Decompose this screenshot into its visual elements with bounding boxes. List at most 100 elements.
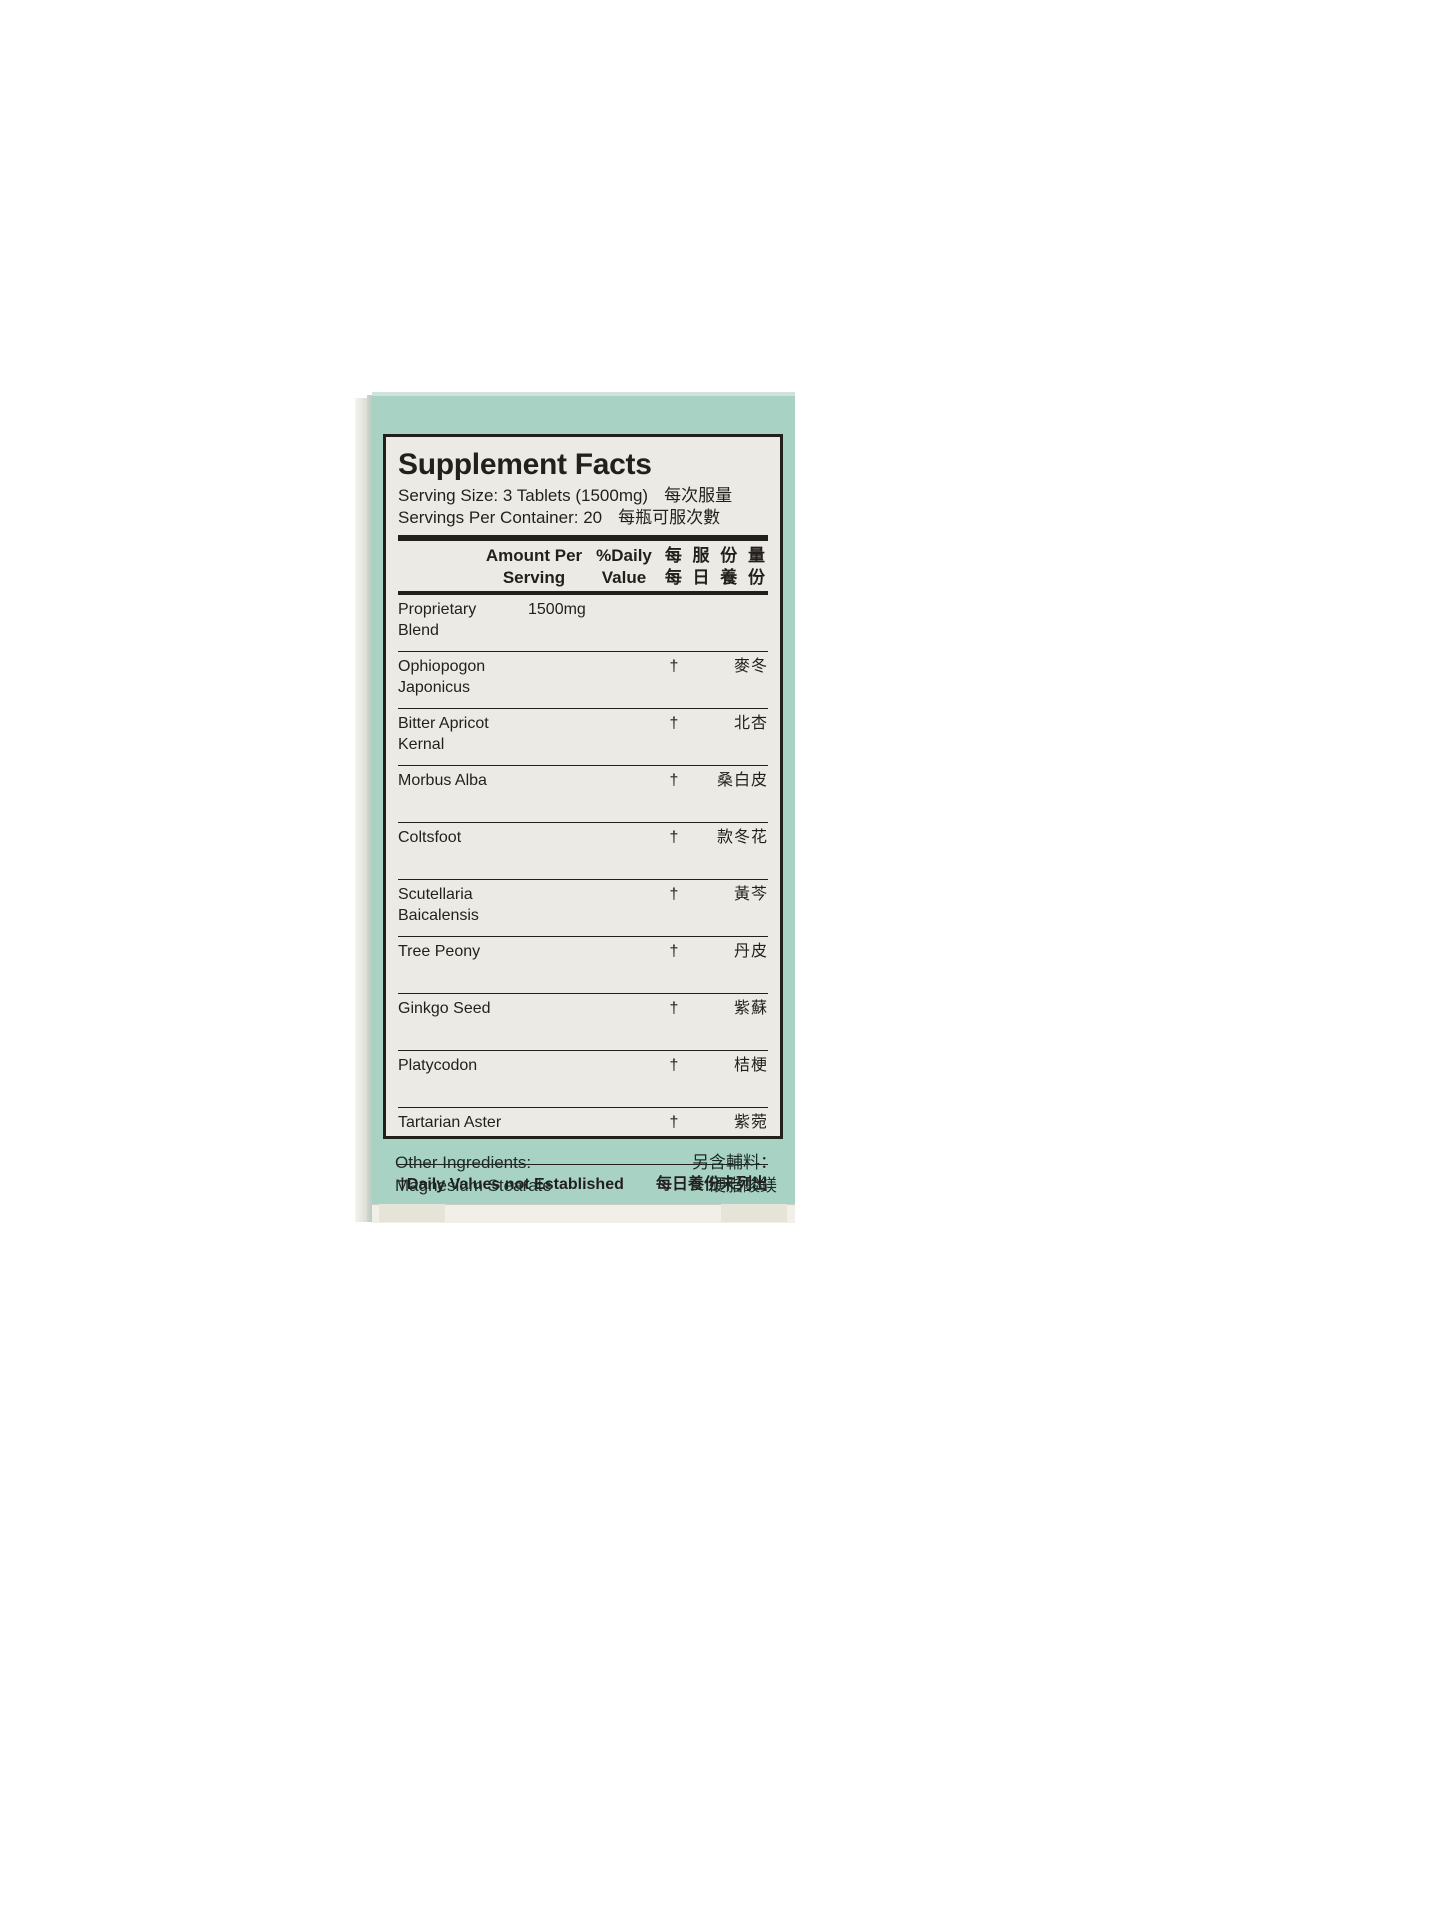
row-divider [398, 1106, 768, 1108]
other-ingredients-label-cn: 另含輔料： [692, 1153, 777, 1172]
row-name: Scutellaria Baicalensis [398, 885, 528, 927]
table-row: Tree Peony † 丹皮 [398, 937, 768, 993]
row-name: Platycodon [398, 1056, 528, 1077]
row-amount: 1500mg [528, 600, 586, 618]
row-daily-value: † [669, 885, 679, 903]
other-ingredients-value-en: Magnesium Stearate [395, 1175, 552, 1195]
other-ingredients-label-en: Other Ingredients: [395, 1153, 532, 1172]
header-amount-line2: Serving [502, 567, 566, 587]
table-row: Bitter Apricot Kernal † 北杏 [398, 709, 768, 765]
serving-size-en: Serving Size: 3 Tablets (1500mg) [398, 485, 649, 505]
row-daily-value: † [669, 999, 679, 1017]
row-divider [398, 1049, 768, 1051]
row-name: Ginkgo Seed [398, 999, 528, 1020]
row-name-line2: Baicalensis [398, 906, 479, 924]
supplement-facts-title: Supplement Facts [398, 448, 652, 481]
table-row: Proprietary Blend 1500mg [398, 595, 768, 651]
row-chinese-name: 丹皮 [733, 942, 768, 960]
row-chinese-name: 黃芩 [733, 885, 768, 903]
row-daily-value: † [669, 657, 679, 675]
other-ingredients-english: Other Ingredients: Magnesium Stearate [395, 1152, 552, 1198]
header-cn-line2: 每 日 養 份 [664, 567, 768, 587]
carton-spine [355, 398, 369, 1222]
row-divider [398, 935, 768, 937]
header-dv-line1: %Daily [596, 546, 652, 566]
daily-value-footnote: †Daily Values not Established 每日養份未列出 [398, 1165, 768, 1196]
row-daily-value: † [669, 828, 679, 846]
header-amount-per-serving: Amount Per Serving [480, 545, 588, 588]
row-divider [398, 821, 768, 823]
row-divider [398, 992, 768, 994]
other-ingredients-section: Other Ingredients: Magnesium Stearate 另含… [395, 1152, 777, 1198]
row-name-line1: Tree Peony [398, 942, 481, 960]
other-ingredients-chinese: 另含輔料： 硬脂酸鎂 [692, 1152, 777, 1198]
row-daily-value: † [669, 1056, 679, 1074]
row-chinese-name: 款冬花 [716, 828, 768, 846]
other-ingredients-value-cn: 硬脂酸鎂 [709, 1175, 777, 1195]
row-chinese-name: 紫蘇 [733, 999, 768, 1017]
serving-size-line: Serving Size: 3 Tablets (1500mg) 每次服量 [398, 485, 768, 507]
serving-size-cn: 每次服量 [664, 485, 733, 505]
row-name-line1: Bitter Apricot [398, 714, 489, 732]
table-row: Ophiopogon Japonicus † 麥冬 [398, 652, 768, 708]
row-daily-value: † [669, 942, 679, 960]
row-chinese-name: 桔梗 [733, 1056, 768, 1074]
row-name-line1: Proprietary [398, 600, 477, 618]
row-divider [398, 878, 768, 880]
carton-top-highlight [372, 392, 795, 396]
rule-below-servings [398, 535, 768, 542]
carton-bottom-flap [372, 1204, 795, 1223]
row-name-line2: Blend [398, 621, 439, 639]
row-name-line1: Ginkgo Seed [398, 999, 491, 1017]
table-row: Coltsfoot † 款冬花 [398, 823, 768, 879]
carton-flap-notch-left [379, 1204, 445, 1222]
carton-spine-edge [367, 395, 373, 1222]
row-daily-value: † [669, 714, 679, 732]
rule-below-headers [398, 590, 768, 595]
header-percent-daily-value: %Daily Value [588, 545, 660, 588]
table-row: Platycodon † 桔梗 [398, 1051, 768, 1107]
carton-flap-notch-right [721, 1204, 787, 1222]
row-name: Bitter Apricot Kernal [398, 714, 528, 756]
rule-above-footnote [398, 1163, 768, 1165]
row-name: Coltsfoot [398, 828, 528, 849]
row-chinese-name: 麥冬 [733, 657, 768, 675]
row-name: Ophiopogon Japonicus [398, 657, 528, 699]
row-divider [398, 764, 768, 766]
table-row: Ginkgo Seed † 紫蘇 [398, 994, 768, 1050]
row-name: Tree Peony [398, 942, 528, 963]
servings-per-container-cn: 每瓶可服次數 [618, 507, 721, 527]
row-name: Tartarian Aster [398, 1113, 528, 1134]
row-name-line2: Kernal [398, 735, 445, 753]
servings-per-container-en: Servings Per Container: 20 [398, 507, 603, 527]
row-name-line1: Ophiopogon [398, 657, 486, 675]
row-daily-value: † [669, 771, 679, 789]
header-amount-line1: Amount Per [485, 546, 583, 566]
servings-per-container-line: Servings Per Container: 20 每瓶可服次數 [398, 507, 768, 529]
table-row: Morbus Alba † 桑白皮 [398, 766, 768, 822]
row-name-line1: Scutellaria [398, 885, 473, 903]
row-chinese-name: 桑白皮 [716, 771, 768, 789]
footnote-en: †Daily Values not Established [398, 1175, 624, 1193]
table-column-headers: Amount Per Serving %Daily Value 每 服 份 量 … [398, 541, 768, 591]
row-name-line2: Japonicus [398, 678, 471, 696]
row-chinese-name: 紫菀 [733, 1113, 768, 1131]
header-dv-line2: Value [601, 567, 647, 587]
row-chinese-name: 北杏 [733, 714, 768, 732]
footnote-cn: 每日養份未列出 [655, 1175, 768, 1193]
row-name-line1: Tartarian Aster [398, 1113, 502, 1131]
row-name: Morbus Alba [398, 771, 528, 792]
table-row: Scutellaria Baicalensis † 黃芩 [398, 880, 768, 936]
table-row: Tartarian Aster † 紫菀 [398, 1108, 768, 1164]
row-name-line1: Platycodon [398, 1056, 478, 1074]
supplement-facts-panel: Supplement Facts Serving Size: 3 Tablets… [383, 434, 783, 1193]
row-name-line1: Coltsfoot [398, 828, 462, 846]
supplement-carton: Supplement Facts Serving Size: 3 Tablets… [355, 392, 795, 1223]
row-name: Proprietary Blend [398, 600, 528, 642]
row-daily-value: † [669, 1113, 679, 1131]
row-name-line1: Morbus Alba [398, 771, 487, 789]
header-cn-line1: 每 服 份 量 [664, 546, 768, 566]
header-chinese-columns: 每 服 份 量 每 日 養 份 [660, 545, 768, 588]
row-divider [398, 650, 768, 652]
row-divider [398, 707, 768, 709]
